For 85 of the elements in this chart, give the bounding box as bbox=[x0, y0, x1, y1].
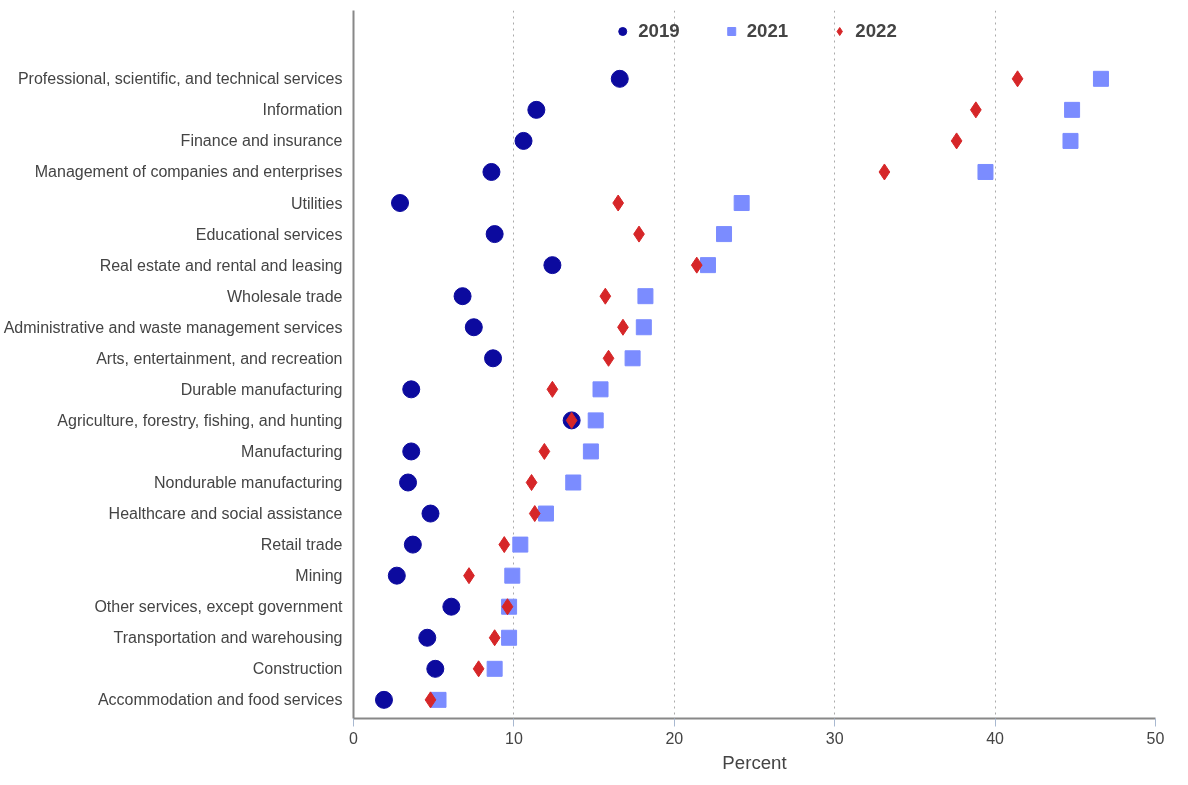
y-tick-label: Administrative and waste management services bbox=[3, 318, 343, 336]
point bbox=[565, 474, 582, 491]
y-tick-label: Nondurable manufacturing bbox=[153, 474, 343, 491]
point bbox=[716, 226, 733, 243]
point bbox=[374, 690, 393, 709]
point bbox=[599, 287, 612, 305]
y-tick-label: Retail trade bbox=[260, 536, 343, 554]
point bbox=[402, 380, 421, 399]
point bbox=[486, 660, 503, 677]
point bbox=[1062, 132, 1079, 149]
point bbox=[624, 350, 641, 367]
point bbox=[464, 318, 483, 337]
legend-label: 2022 bbox=[855, 20, 897, 42]
y-tick-label: Other services, except government bbox=[94, 598, 344, 616]
point bbox=[592, 381, 609, 398]
point bbox=[501, 598, 514, 616]
y-tick-label: Mining bbox=[295, 567, 343, 585]
y-tick-label: Real estate and rental and leasing bbox=[99, 256, 343, 274]
y-tick-label: Accommodation and food services bbox=[97, 691, 343, 709]
y-tick-label: Agriculture, forestry, fishing, and hunting bbox=[57, 411, 343, 429]
point bbox=[426, 659, 445, 678]
point bbox=[1011, 70, 1024, 88]
y-tick-label: Construction bbox=[252, 660, 343, 678]
point bbox=[391, 194, 410, 213]
point bbox=[699, 257, 716, 274]
y-tick-label: Transportation and warehousing bbox=[113, 629, 343, 647]
point bbox=[472, 660, 485, 678]
x-axis-title: Percent bbox=[722, 751, 788, 773]
y-tick-label: Information bbox=[262, 101, 343, 119]
y-tick-label: Utilities bbox=[290, 194, 343, 212]
point bbox=[403, 535, 422, 554]
point bbox=[950, 132, 963, 150]
point bbox=[402, 442, 421, 461]
point bbox=[587, 412, 604, 429]
point bbox=[635, 319, 652, 336]
point bbox=[1064, 101, 1081, 118]
point bbox=[690, 256, 703, 274]
point bbox=[482, 162, 501, 181]
point bbox=[484, 349, 503, 368]
point bbox=[504, 567, 521, 584]
point bbox=[399, 473, 418, 492]
x-tick-label: 40 bbox=[986, 729, 1005, 747]
legend-label: 2021 bbox=[746, 20, 789, 42]
point bbox=[602, 349, 615, 367]
point bbox=[442, 597, 461, 616]
point bbox=[537, 505, 554, 522]
y-tick-label: Wholesale trade bbox=[226, 287, 343, 305]
y-tick-label: Arts, entertainment, and recreation bbox=[96, 349, 343, 367]
point bbox=[977, 163, 994, 180]
point bbox=[453, 287, 472, 306]
point bbox=[1092, 70, 1109, 87]
y-tick-label: Professional, scientific, and technical services bbox=[17, 70, 343, 88]
point bbox=[512, 536, 529, 553]
point bbox=[488, 629, 501, 647]
point bbox=[546, 380, 559, 398]
point bbox=[498, 536, 511, 554]
y-tick-label: Durable manufacturing bbox=[180, 380, 343, 398]
point bbox=[610, 69, 629, 88]
point bbox=[421, 504, 440, 523]
y-tick-label: Educational services bbox=[195, 225, 343, 243]
point bbox=[525, 474, 538, 491]
y-tick-label: Finance and insurance bbox=[180, 132, 343, 150]
point bbox=[543, 256, 562, 275]
point bbox=[637, 288, 654, 305]
point bbox=[527, 100, 546, 119]
point bbox=[538, 442, 551, 460]
y-tick-label: Management of companies and enterprises bbox=[34, 163, 343, 181]
point bbox=[582, 443, 599, 460]
point bbox=[501, 629, 518, 646]
x-tick-label: 0 bbox=[349, 729, 359, 747]
point bbox=[528, 505, 541, 523]
point bbox=[387, 566, 406, 585]
x-tick-label: 20 bbox=[665, 729, 684, 747]
point bbox=[424, 691, 437, 709]
legend-label: 2019 bbox=[638, 20, 680, 42]
point bbox=[418, 628, 437, 647]
point bbox=[485, 225, 504, 244]
y-tick-label: Healthcare and social assistance bbox=[108, 505, 343, 523]
x-tick-label: 10 bbox=[505, 729, 523, 747]
point bbox=[878, 163, 891, 181]
x-tick-label: 30 bbox=[825, 729, 844, 747]
y-tick-label: Manufacturing bbox=[241, 442, 343, 460]
x-tick-label: 50 bbox=[1146, 729, 1165, 747]
point bbox=[514, 131, 533, 150]
point bbox=[733, 195, 750, 212]
